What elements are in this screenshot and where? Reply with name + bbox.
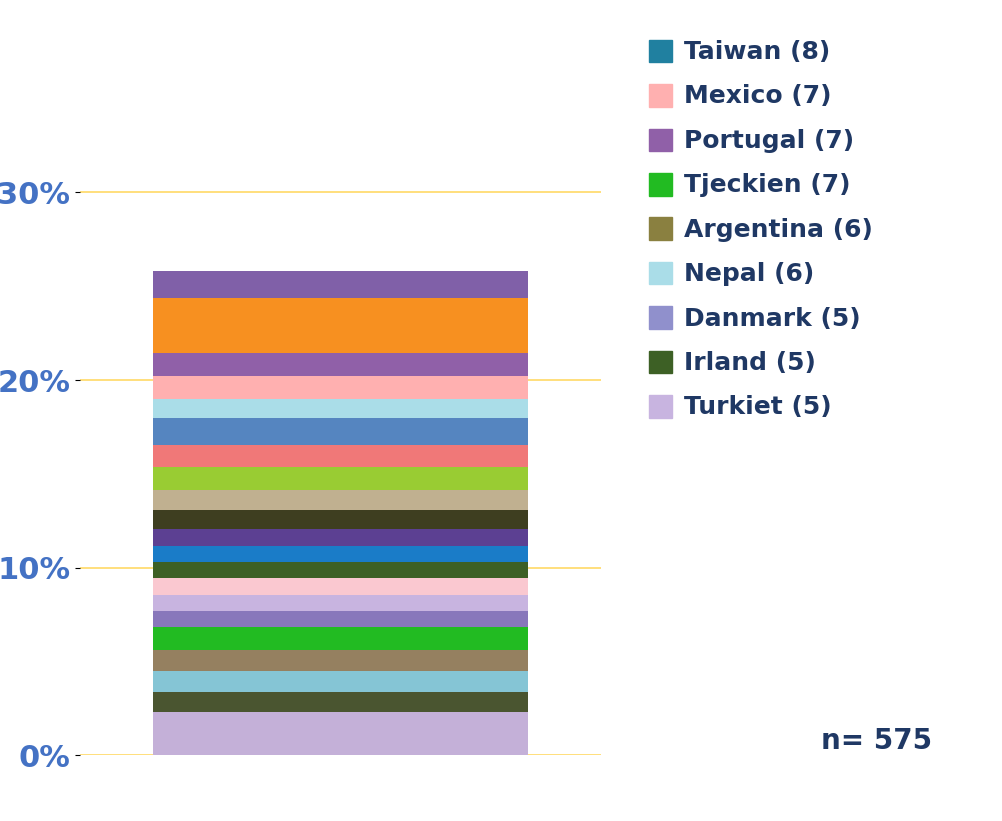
Bar [153,611,528,627]
Bar [153,562,528,578]
Bar [153,419,528,444]
Bar [153,627,528,650]
Bar [153,546,528,562]
Bar [153,399,528,419]
Bar [153,712,528,755]
Bar [153,594,528,611]
Bar [153,530,528,546]
Bar [153,272,528,298]
Bar [153,671,528,691]
Text: n= 575: n= 575 [821,727,932,755]
Bar [153,353,528,376]
Bar [153,467,528,490]
Legend: Taiwan (8), Mexico (7), Portugal (7), Tjeckien (7), Argentina (6), Nepal (6), Da: Taiwan (8), Mexico (7), Portugal (7), Tj… [639,30,882,429]
Bar [153,691,528,712]
Bar [153,298,528,353]
Bar [153,578,528,594]
Bar [153,444,528,467]
Bar [153,650,528,671]
Bar [153,490,528,510]
Bar [153,376,528,399]
Bar [153,510,528,530]
